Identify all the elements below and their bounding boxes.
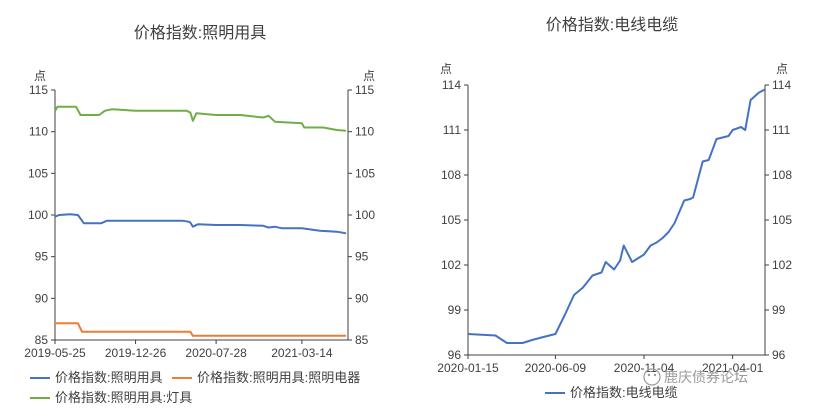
cable-price-chart: 价格指数:电线电缆 点 点 96 99 102 105 108 111 114 96 99 102… bbox=[437, 16, 792, 400]
right-y-tick-label: 114 bbox=[772, 78, 791, 92]
series-line-0 bbox=[54, 213, 347, 235]
x-tick-label: 2020-06-09 bbox=[525, 361, 587, 375]
x-tick-label: 2021-04-01 bbox=[702, 361, 764, 375]
left-axis-unit: 点 bbox=[34, 69, 46, 83]
x-tick-label: 2020-11-04 bbox=[614, 361, 675, 375]
series-lines bbox=[467, 88, 766, 344]
right-y-tick-label: 90 bbox=[355, 291, 369, 305]
left-y-tick-label: 111 bbox=[443, 123, 462, 137]
left-y-tick-label: 85 bbox=[35, 333, 49, 347]
right-y-tick-label: 102 bbox=[772, 258, 792, 272]
right-y-tick-label: 95 bbox=[355, 250, 369, 264]
watermark-text: 鹿庆债券论坛 bbox=[664, 369, 748, 385]
right-y-tick-label: 105 bbox=[355, 166, 375, 180]
left-y-tick-label: 105 bbox=[28, 166, 48, 180]
right-y-tick-label: 100 bbox=[355, 208, 375, 222]
legend-label-cable: 价格指数:电线电缆 bbox=[570, 385, 678, 400]
watermark: 鹿庆债券论坛 bbox=[643, 368, 748, 386]
left-y-tick-label: 115 bbox=[29, 83, 48, 97]
left-y-tick-label: 100 bbox=[28, 208, 48, 222]
left-y-tick-label: 90 bbox=[35, 291, 49, 305]
legend-label-lamps: 价格指数:照明用具:灯具 bbox=[55, 390, 192, 405]
legend-label-lighting: 价格指数:照明用具 bbox=[55, 370, 163, 385]
axes: 96 99 102 105 108 111 114 96 99 102 105 108 111 114 20… bbox=[437, 78, 792, 375]
right-y-tick-label: 105 bbox=[772, 213, 792, 227]
right-y-tick-label: 111 bbox=[772, 123, 791, 137]
right-axis-unit: 点 bbox=[776, 62, 788, 76]
x-tick-label: 2021-03-14 bbox=[271, 346, 333, 360]
left-axis-unit: 点 bbox=[440, 62, 452, 76]
legend: 价格指数:电线电缆 bbox=[545, 385, 678, 400]
legend-label-electric: 价格指数:照明用具:照明电器 bbox=[197, 370, 360, 385]
left-y-tick-label: 95 bbox=[35, 250, 49, 264]
left-y-tick-label: 114 bbox=[442, 78, 461, 92]
lighting-price-chart: 价格指数:照明用具 点 点 85 90 95 100 105 110 115 85 90 95 10… bbox=[24, 24, 375, 405]
right-y-tick-label: 110 bbox=[355, 125, 374, 139]
wechat-icon-eye-right bbox=[653, 373, 657, 377]
right-axis-unit: 点 bbox=[363, 69, 375, 83]
x-tick-label: 2020-07-28 bbox=[185, 346, 247, 360]
right-y-tick-label: 96 bbox=[772, 348, 786, 362]
x-tick-label: 2019-05-25 bbox=[24, 346, 86, 360]
right-y-tick-label: 108 bbox=[772, 168, 792, 182]
left-y-tick-label: 105 bbox=[441, 213, 461, 227]
series-line-1 bbox=[55, 322, 347, 337]
series-line-0 bbox=[467, 88, 766, 344]
left-y-tick-label: 99 bbox=[448, 303, 462, 317]
x-tick-label: 2019-12-26 bbox=[105, 346, 167, 360]
right-y-tick-label: 85 bbox=[355, 333, 369, 347]
series-line-2 bbox=[54, 105, 347, 132]
wechat-icon-eye-left bbox=[647, 373, 651, 377]
axes: 85 90 95 100 105 110 115 85 90 95 100 105 110 115 2019… bbox=[24, 83, 375, 360]
legend: 价格指数:照明用具 价格指数:照明用具:照明电器 价格指数:照明用具:灯具 bbox=[30, 370, 360, 405]
right-y-tick-label: 99 bbox=[772, 303, 786, 317]
left-y-tick-label: 102 bbox=[441, 258, 461, 272]
left-y-tick-label: 108 bbox=[441, 168, 461, 182]
chart-title: 价格指数:照明用具 bbox=[134, 24, 266, 42]
wechat-icon bbox=[643, 368, 661, 386]
chart-title: 价格指数:电线电缆 bbox=[546, 16, 678, 34]
right-y-tick-label: 115 bbox=[355, 83, 374, 97]
left-y-tick-label: 96 bbox=[448, 348, 462, 362]
x-tick-label: 2020-01-15 bbox=[437, 361, 499, 375]
series-lines bbox=[54, 105, 347, 337]
left-y-tick-label: 110 bbox=[29, 125, 48, 139]
